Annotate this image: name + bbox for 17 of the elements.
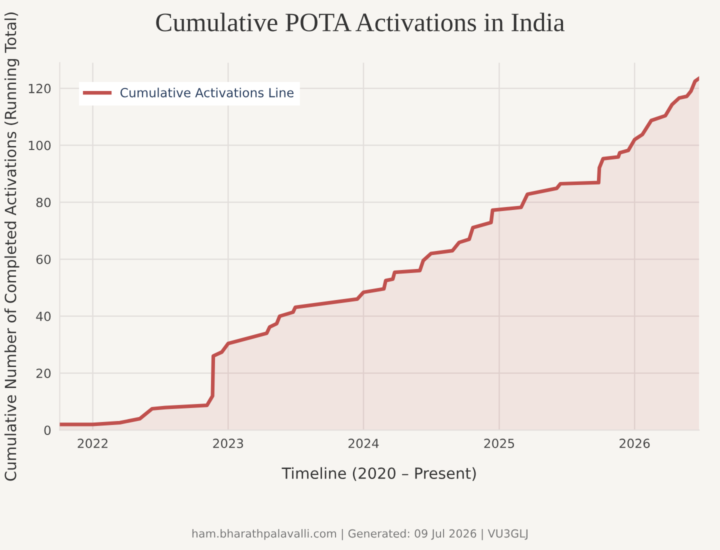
y-tick-label: 80 xyxy=(36,198,51,208)
y-tick-label: 60 xyxy=(36,254,51,264)
x-axis-title: Timeline (2020 – Present) xyxy=(282,467,476,481)
y-tick-label: 40 xyxy=(36,312,51,322)
x-tick-label: 2024 xyxy=(348,438,379,448)
x-tick-label: 2022 xyxy=(78,438,108,448)
x-tick-label: 2025 xyxy=(484,438,514,448)
y-tick-label: 20 xyxy=(36,368,51,378)
chart-title: Cumulative POTA Activations in India xyxy=(156,12,565,32)
y-axis-title: Cumulative Number of Completed Activations (Running Total) xyxy=(4,12,20,481)
y-tick-label: 100 xyxy=(28,140,51,150)
y-tick-label: 0 xyxy=(44,426,51,436)
x-tick-label: 2026 xyxy=(620,438,650,448)
x-tick-label: 2023 xyxy=(213,438,244,448)
y-tick-label: 120 xyxy=(28,84,51,94)
legend-label: Cumulative Activations Line xyxy=(120,88,294,98)
text: ham.bharathpalavalli.com | Generated: 09 Jul 2026 | VU3GLJ xyxy=(192,529,528,540)
